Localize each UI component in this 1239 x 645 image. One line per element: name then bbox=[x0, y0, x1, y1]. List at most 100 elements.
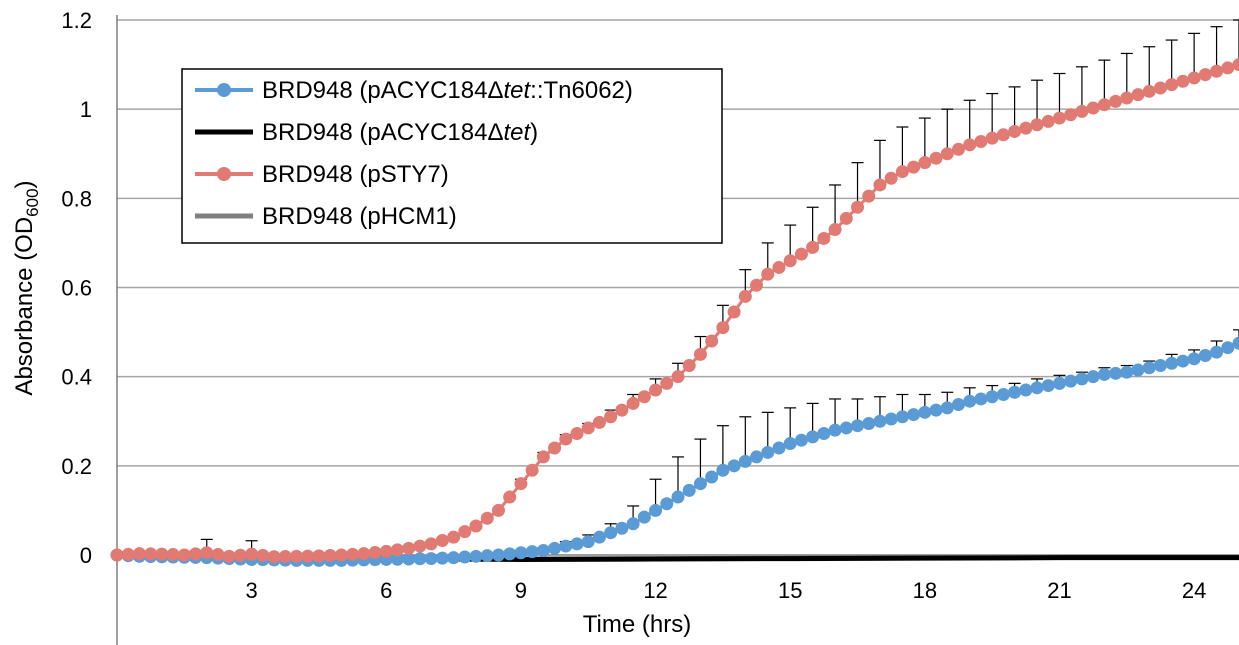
legend-label-0: BRD948 (pACYC184Δtet::Tn6062) bbox=[262, 77, 633, 104]
data-point bbox=[761, 267, 775, 281]
data-point-interp bbox=[301, 549, 315, 563]
data-point-interp bbox=[1019, 121, 1033, 135]
y-tick-label: 1.2 bbox=[61, 8, 92, 33]
series-0 bbox=[110, 329, 1239, 567]
data-point bbox=[716, 321, 730, 335]
data-point-interp bbox=[615, 521, 629, 535]
data-point-interp bbox=[121, 547, 135, 561]
data-point bbox=[581, 421, 595, 435]
data-point bbox=[1030, 118, 1044, 132]
data-point-interp bbox=[907, 160, 921, 174]
data-point bbox=[761, 445, 775, 459]
x-tick-label: 21 bbox=[1047, 578, 1071, 603]
data-point bbox=[604, 526, 618, 540]
data-point bbox=[851, 200, 865, 214]
legend-label-2: BRD948 (pSTY7) bbox=[262, 161, 449, 188]
data-point bbox=[1097, 98, 1111, 112]
y-tick-label: 0 bbox=[80, 543, 92, 568]
data-point-interp bbox=[862, 189, 876, 203]
data-point-interp bbox=[570, 427, 584, 441]
data-point bbox=[738, 454, 752, 468]
data-point bbox=[1097, 367, 1111, 381]
data-point bbox=[1120, 365, 1134, 379]
data-point-interp bbox=[996, 128, 1010, 142]
data-point-interp bbox=[592, 530, 606, 544]
data-point-interp bbox=[839, 211, 853, 225]
data-point-interp bbox=[144, 547, 158, 561]
x-tick-label: 12 bbox=[643, 578, 667, 603]
data-point-interp bbox=[862, 416, 876, 430]
data-point-interp bbox=[278, 550, 292, 564]
data-point-interp bbox=[323, 548, 337, 562]
y-tick-label: 0.4 bbox=[61, 365, 92, 390]
data-point-interp bbox=[1131, 88, 1145, 102]
series-layer bbox=[110, 19, 1239, 567]
data-point-interp bbox=[413, 552, 427, 566]
data-point-interp bbox=[637, 510, 651, 524]
data-point-interp bbox=[211, 548, 225, 562]
data-point-interp bbox=[1153, 81, 1167, 95]
data-point bbox=[1210, 345, 1224, 359]
y-axis-title: Absorbance (OD600) bbox=[11, 180, 42, 395]
data-point bbox=[1232, 336, 1239, 350]
data-point bbox=[155, 547, 169, 561]
data-point-interp bbox=[794, 433, 808, 447]
data-point bbox=[649, 503, 663, 517]
data-point-interp bbox=[772, 260, 786, 274]
legend-swatch-marker bbox=[217, 167, 231, 181]
data-point bbox=[895, 410, 909, 424]
data-point-interp bbox=[1041, 114, 1055, 128]
data-point bbox=[177, 548, 191, 562]
data-point-interp bbox=[682, 359, 696, 373]
data-point-interp bbox=[682, 483, 696, 497]
data-point bbox=[334, 548, 348, 562]
data-point bbox=[1165, 78, 1179, 92]
data-point-interp bbox=[1131, 363, 1145, 377]
data-point bbox=[783, 437, 797, 451]
data-point bbox=[806, 430, 820, 444]
data-point bbox=[693, 347, 707, 361]
data-point bbox=[469, 519, 483, 533]
y-tick-label: 0.8 bbox=[61, 186, 92, 211]
x-tick-label: 6 bbox=[380, 578, 392, 603]
data-point-interp bbox=[884, 171, 898, 185]
data-point bbox=[1142, 361, 1156, 375]
data-point-interp bbox=[1198, 348, 1212, 362]
data-point bbox=[963, 138, 977, 152]
data-point bbox=[491, 503, 505, 517]
data-point bbox=[873, 414, 887, 428]
data-point bbox=[693, 477, 707, 491]
x-axis-title: Time (hrs) bbox=[583, 611, 691, 638]
data-point bbox=[1210, 64, 1224, 78]
data-point-interp bbox=[929, 151, 943, 165]
data-point bbox=[222, 549, 236, 563]
data-point-interp bbox=[727, 305, 741, 319]
data-point bbox=[312, 549, 326, 563]
data-point bbox=[963, 394, 977, 408]
data-point bbox=[1232, 58, 1239, 72]
data-point-interp bbox=[1064, 108, 1078, 122]
y-axis-title-main: Absorbance (OD bbox=[11, 217, 38, 396]
data-point-interp bbox=[480, 549, 494, 563]
data-point bbox=[738, 289, 752, 303]
data-point-interp bbox=[637, 390, 651, 404]
data-point bbox=[447, 551, 461, 565]
data-point bbox=[1165, 356, 1179, 370]
data-point-interp bbox=[1064, 374, 1078, 388]
data-point-interp bbox=[884, 412, 898, 426]
data-point-interp bbox=[1109, 366, 1123, 380]
y-tick-label: 0.2 bbox=[61, 454, 92, 479]
data-point bbox=[828, 223, 842, 237]
data-point bbox=[514, 546, 528, 560]
data-point bbox=[402, 541, 416, 555]
data-point-interp bbox=[660, 497, 674, 511]
data-point-interp bbox=[727, 459, 741, 473]
data-point bbox=[985, 131, 999, 145]
data-point-interp bbox=[435, 534, 449, 548]
data-point-interp bbox=[839, 421, 853, 435]
data-point-interp bbox=[1176, 74, 1190, 88]
data-point-interp bbox=[570, 537, 584, 551]
data-point bbox=[290, 549, 304, 563]
legend-label-1: BRD948 (pACYC184Δtet) bbox=[262, 119, 538, 146]
data-point bbox=[1052, 111, 1066, 125]
